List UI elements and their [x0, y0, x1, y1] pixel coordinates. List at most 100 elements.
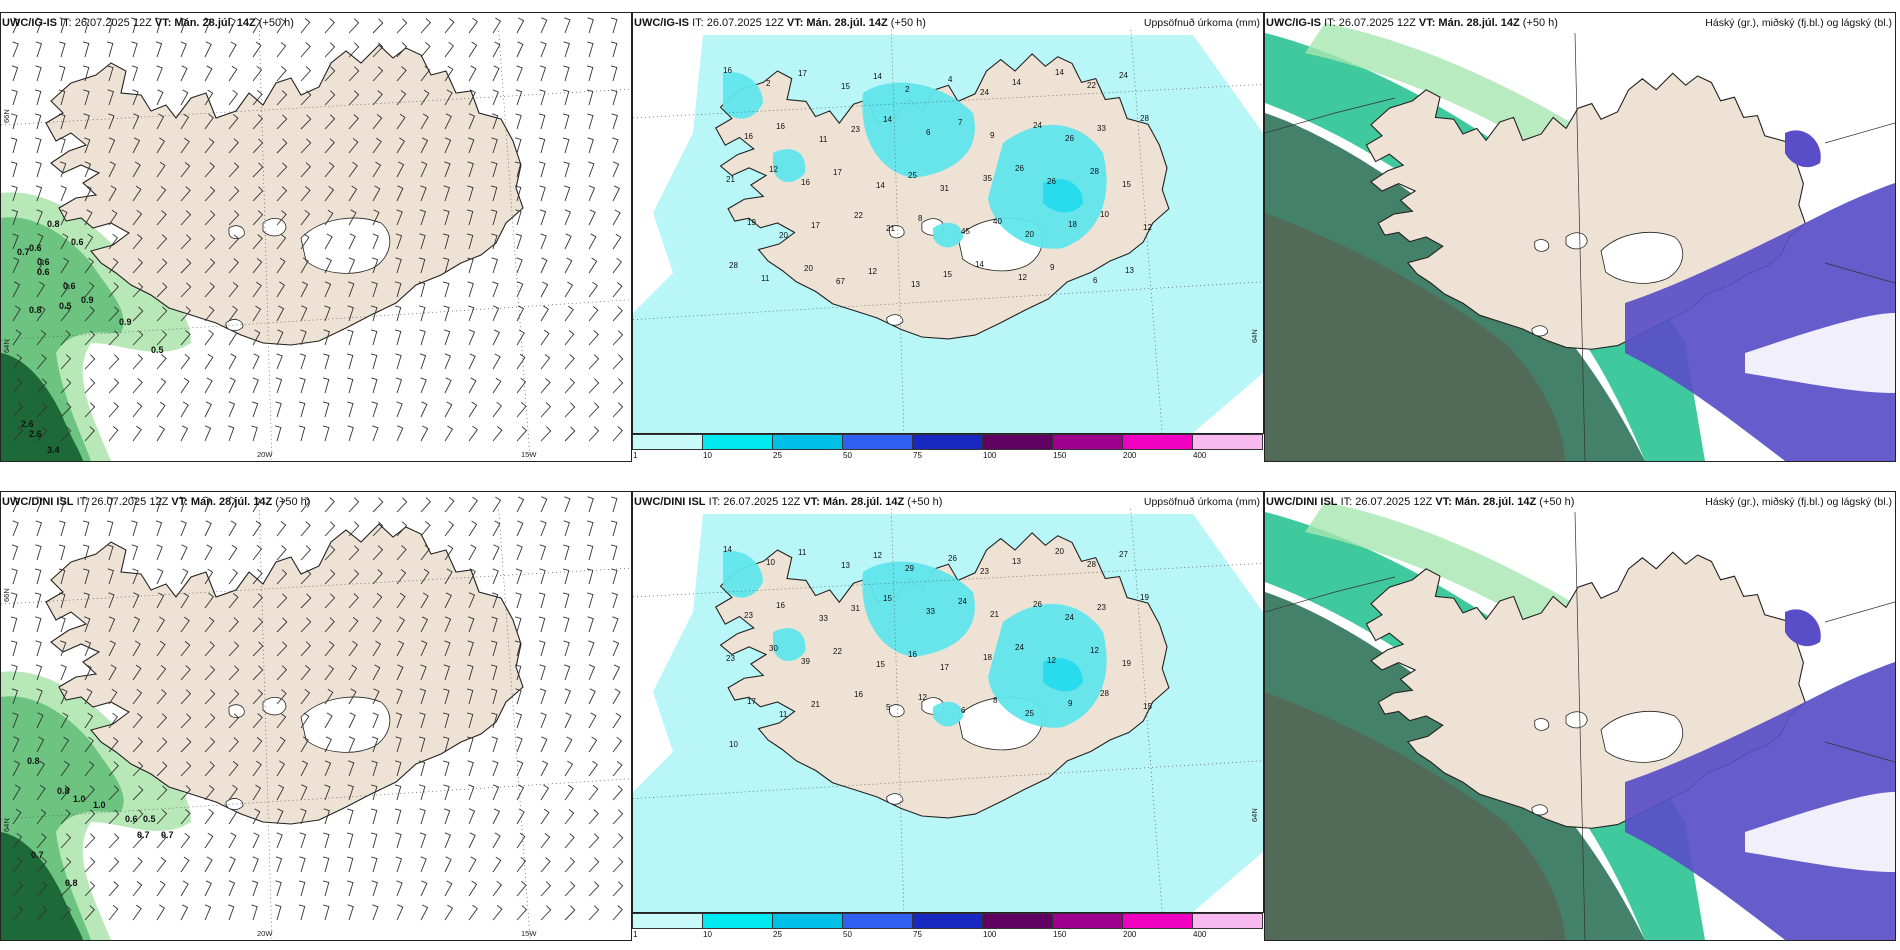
- precip-value-label: 14: [723, 545, 732, 554]
- precip-value-label: 39: [801, 657, 810, 666]
- precip-value-label: 26: [1015, 164, 1024, 173]
- precip-value-label: 11: [779, 710, 788, 719]
- colorbar-swatch: [912, 434, 983, 450]
- precip-value-label: 12: [918, 693, 927, 702]
- panel-header: UWC/IG-IS IT: 26.07.2025 12Z VT: Mán. 28…: [2, 17, 294, 29]
- precip-value-label: 26: [948, 554, 957, 563]
- precip-value-label: 26: [1047, 177, 1056, 186]
- precip-value-label: 23: [726, 654, 735, 663]
- colorbar-tick: 25: [773, 930, 782, 939]
- precip-value-label: 12: [873, 551, 882, 560]
- colorbar-precip: 1 10 25 50 75 100 150 200 400: [632, 434, 1263, 460]
- map-cloud-ig[interactable]: [1264, 12, 1896, 462]
- colorbar-tick: 100: [983, 451, 997, 460]
- map-precip-dini[interactable]: 14 10 11 13 12 29 26 23 13 20 28 27 23 16 33 31 15 33 24 21…: [632, 491, 1264, 913]
- precip-value-label: 14: [1055, 68, 1064, 77]
- wind-value-label: 0.8: [65, 878, 78, 888]
- colorbar-swatch: [982, 913, 1053, 929]
- panel-wind-ig: 0.8 0.7 0.6 0.6 0.6 0.6 0.6 0.8 0.5 0.9 0.9 0.5 2.6 2…: [0, 12, 632, 462]
- colorbar-swatch: [842, 434, 913, 450]
- wind-value-label: 2.6: [29, 429, 42, 439]
- map-wind-ig[interactable]: 0.8 0.7 0.6 0.6 0.6 0.6 0.6 0.8 0.5 0.9 0.9 0.5 2.6 2…: [0, 12, 632, 462]
- precip-value-label: 24: [1119, 71, 1128, 80]
- panel-header: UWC/IG-IS IT: 26.07.2025 12Z VT: Mán. 28…: [634, 17, 926, 29]
- precip-value-label: 11: [798, 548, 807, 557]
- precip-value-label: 21: [990, 610, 999, 619]
- axis-label: 66N: [2, 588, 11, 602]
- precip-value-label: 15: [883, 594, 892, 603]
- precip-value-label: 16: [723, 66, 732, 75]
- precip-value-label: 12: [769, 165, 778, 174]
- colorbar-tick: 75: [913, 930, 922, 939]
- precip-value-label: 17: [940, 663, 949, 672]
- precip-value-label: 22: [833, 647, 842, 656]
- precip-title: Uppsöfnuð úrkoma (mm): [1143, 496, 1260, 508]
- colorbar-swatch: [1122, 913, 1193, 929]
- precip-value-label: 23: [980, 567, 989, 576]
- precip-value-label: 6: [961, 706, 966, 715]
- precip-value-label: 11: [761, 274, 770, 283]
- precip-value-label: 24: [1065, 613, 1074, 622]
- precip-value-label: 24: [958, 597, 967, 606]
- wind-value-label: 0.8: [47, 219, 60, 229]
- colorbar-swatch: [1052, 913, 1123, 929]
- precip-value-label: 40: [993, 217, 1002, 226]
- precip-value-label: 25: [908, 171, 917, 180]
- wind-value-label: 0.9: [119, 317, 132, 327]
- precip-value-label: 17: [833, 168, 842, 177]
- wind-map-svg: 0.80.7 0.60.60.60.60.60.8 0.50.90.90.52.62…: [1, 17, 631, 461]
- precip-value-label: 15: [1122, 180, 1131, 189]
- precip-value-label: 18: [1068, 220, 1077, 229]
- precip-value-label: 12: [868, 267, 877, 276]
- precip-value-label: 16: [744, 132, 753, 141]
- precip-map-svg: 14 10 11 13 12 29 26 23 13 20 28 27 23 16 33 31 15 33 24 21…: [633, 508, 1263, 912]
- axis-label: 15W: [521, 450, 537, 459]
- precip-title: Uppsöfnuð úrkoma (mm): [1143, 17, 1260, 29]
- map-precip-ig[interactable]: 16 2 17 15 14 2 4 24 14 14 22 24 16 16 11 23 14 6 7 9 24 26 33…: [632, 12, 1264, 434]
- wind-value-label: 0.6: [71, 237, 84, 247]
- wind-value-label: 0.7: [161, 830, 174, 840]
- precip-value-label: 31: [851, 604, 860, 613]
- colorbar-tick: 100: [983, 930, 997, 939]
- precip-value-label: 17: [798, 69, 807, 78]
- wind-value-label: 1.0: [73, 794, 86, 804]
- precip-value-label: 17: [811, 221, 820, 230]
- precip-value-label: 19: [1140, 593, 1149, 602]
- precip-value-label: 10: [1100, 210, 1109, 219]
- precip-value-label: 33: [1097, 124, 1106, 133]
- colorbar-swatch: [842, 913, 913, 929]
- cloud-title: Háský (gr.), miðský (fj.bl.) og lágský (…: [1705, 17, 1892, 29]
- colorbar-swatch: [912, 913, 983, 929]
- panel-cloud-ig: UWC/IG-IS IT: 26.07.2025 12Z VT: Mán. 28…: [1264, 12, 1896, 462]
- precip-value-label: 31: [940, 184, 949, 193]
- precip-value-label: 14: [876, 181, 885, 190]
- precip-value-label: 22: [854, 211, 863, 220]
- precip-value-label: 15: [943, 270, 952, 279]
- wind-value-label: 3.4: [47, 445, 60, 455]
- precip-value-label: 28: [1087, 560, 1096, 569]
- panel-header: UWC/DINI ISL IT: 26.07.2025 12Z VT: Mán.…: [2, 496, 311, 508]
- colorbar-tick: 200: [1123, 930, 1137, 939]
- wind-value-label: 0.6: [63, 281, 76, 291]
- precip-value-label: 13: [841, 561, 850, 570]
- panel-header: UWC/DINI ISL IT: 26.07.2025 12Z VT: Mán.…: [634, 496, 943, 508]
- precip-value-label: 16: [854, 690, 863, 699]
- cloud-map-svg: [1265, 13, 1895, 461]
- precip-value-label: 13: [911, 280, 920, 289]
- precip-value-label: 9: [1050, 263, 1055, 272]
- precip-value-label: 20: [779, 231, 788, 240]
- precip-value-label: 6: [926, 128, 931, 137]
- colorbar-swatch: [1122, 434, 1193, 450]
- colorbar-swatch: [772, 434, 843, 450]
- precip-value-label: 12: [1143, 223, 1152, 232]
- precip-value-label: 28: [729, 261, 738, 270]
- colorbar-swatch: [702, 434, 773, 450]
- precip-value-label: 21: [886, 224, 895, 233]
- colorbar-swatch: [632, 434, 703, 450]
- precip-value-label: 6: [1093, 276, 1098, 285]
- wind-value-label: 0.8: [29, 305, 42, 315]
- map-cloud-dini[interactable]: [1264, 491, 1896, 941]
- precip-value-label: 24: [1033, 121, 1042, 130]
- map-wind-dini[interactable]: 0.8 0.8 1.0 1.0 0.6 0.5 0.7 0.7 0.7 0.8 66N 64N 20W 1…: [0, 491, 632, 941]
